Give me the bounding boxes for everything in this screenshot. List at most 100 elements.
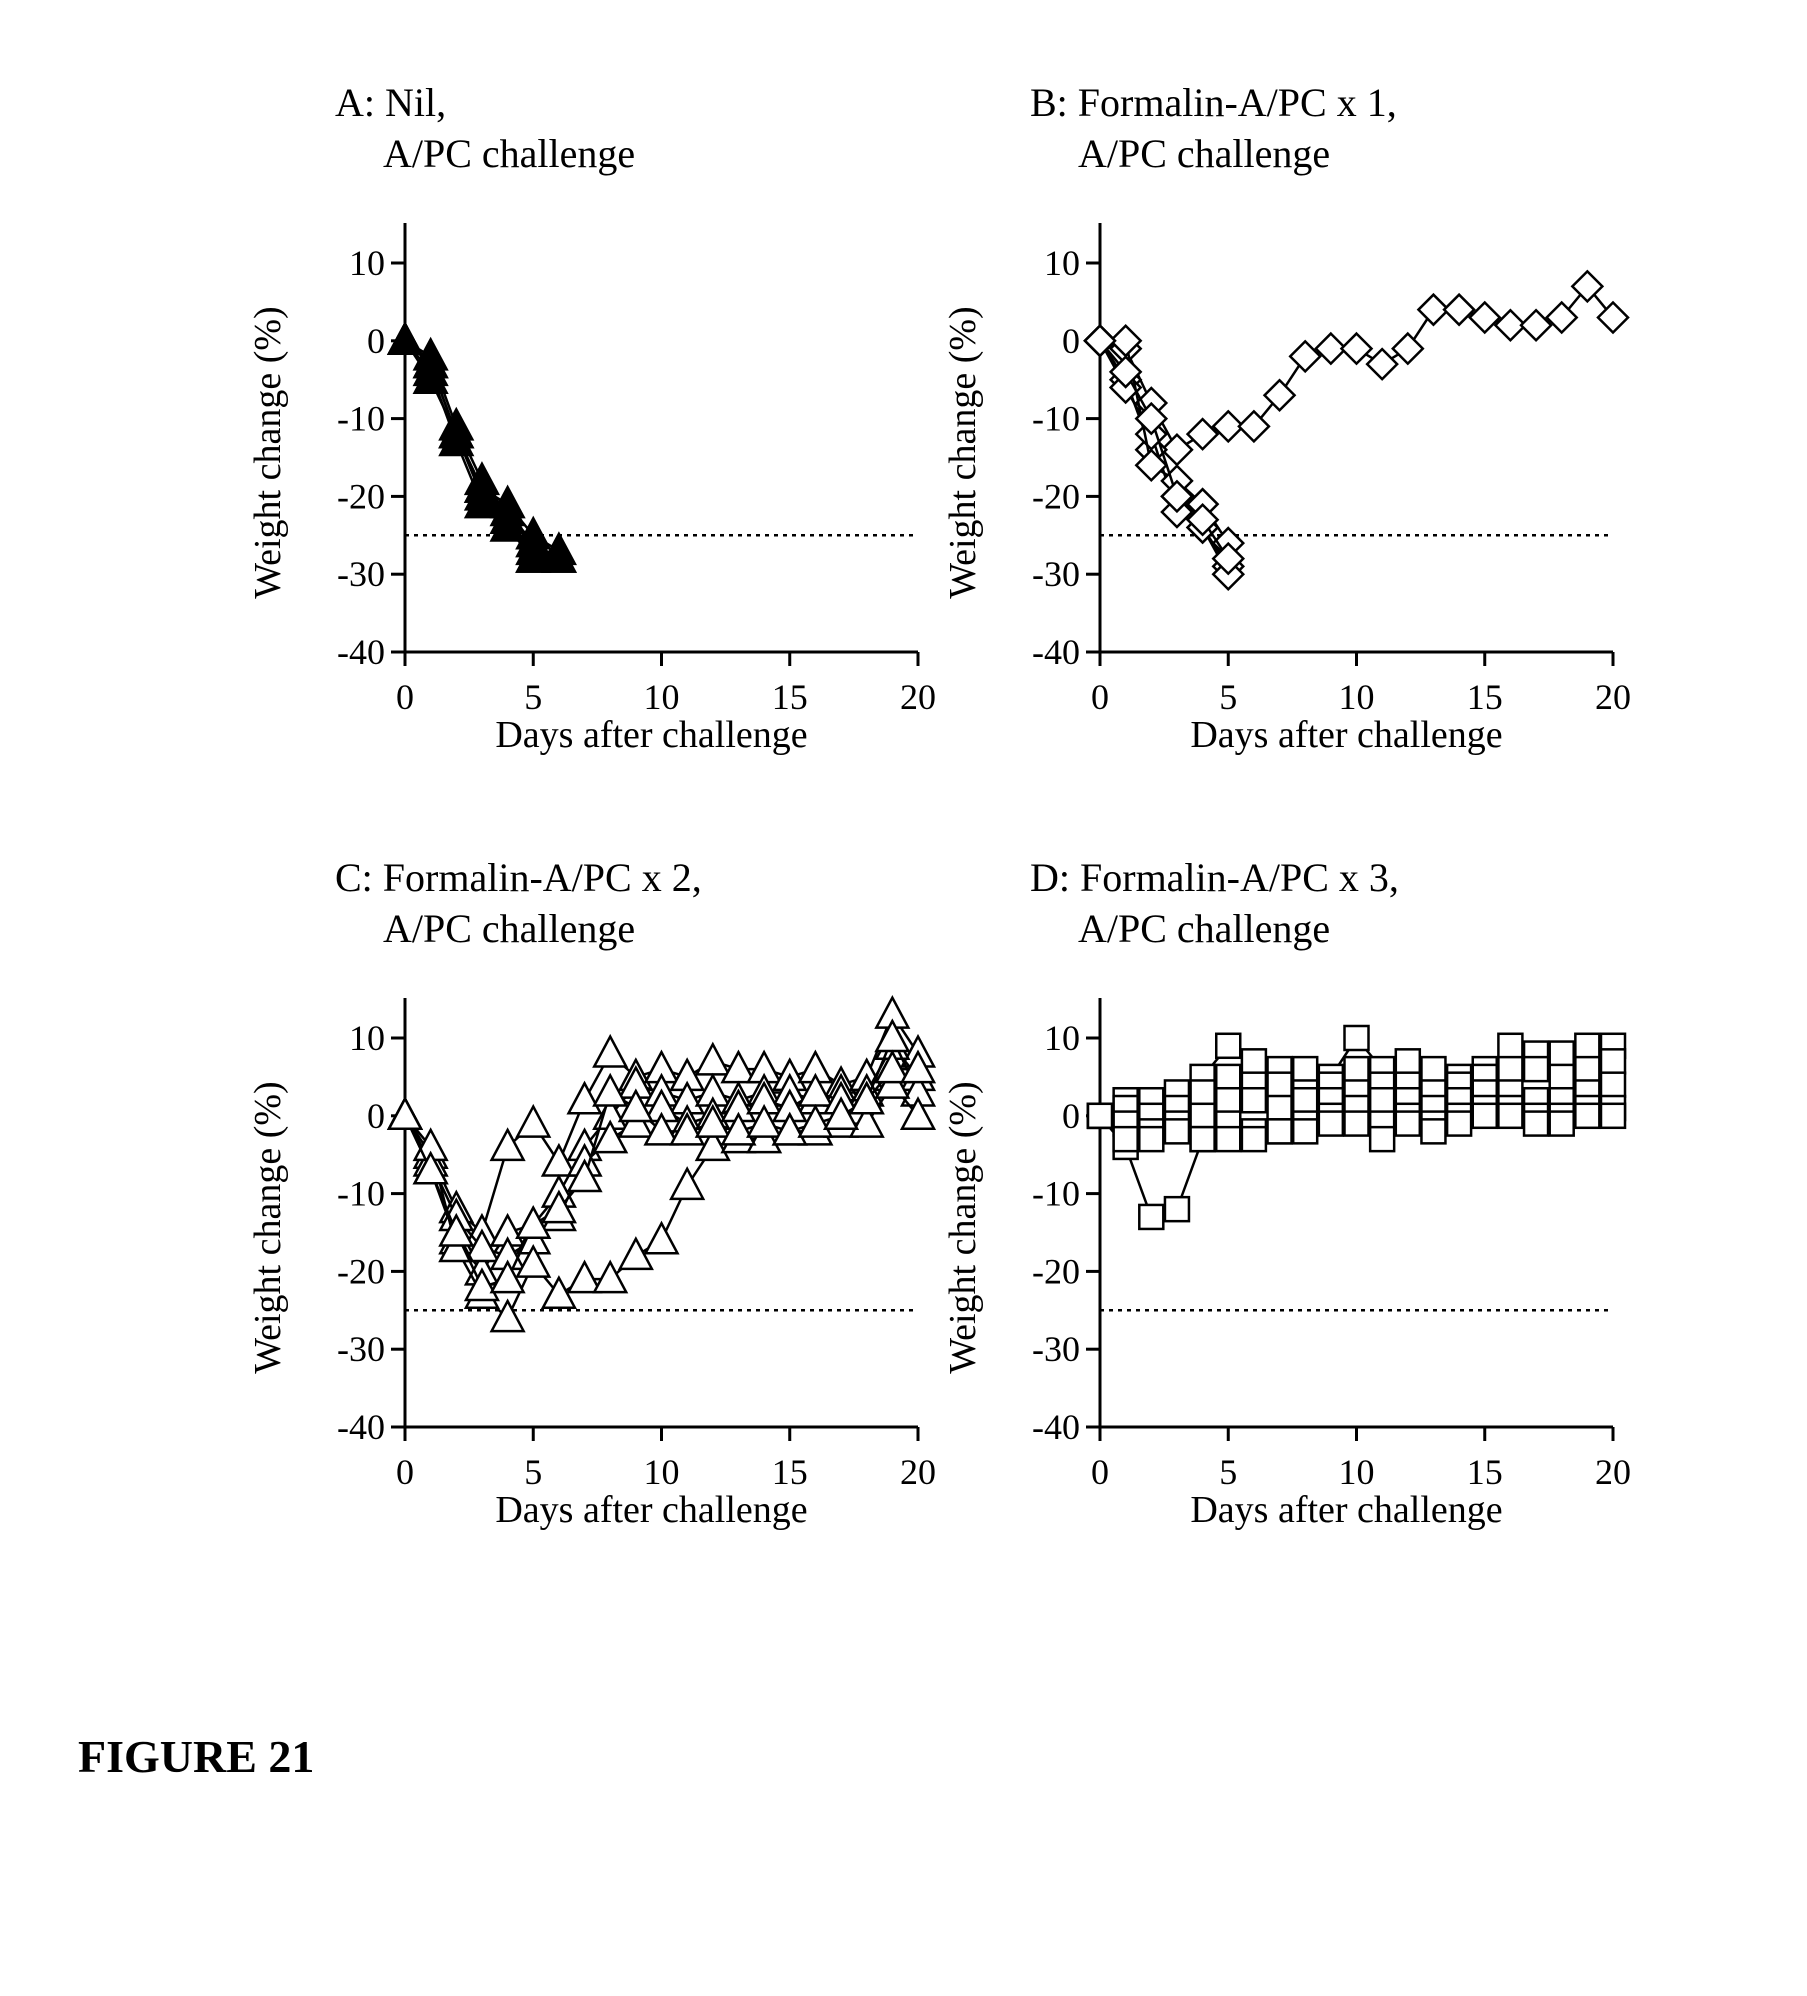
panel-d-data-point	[1216, 1127, 1240, 1151]
panel-a-x-tick-label: 15	[772, 677, 808, 717]
panel-d-data-point	[1165, 1119, 1189, 1143]
panel-d-data-point	[1088, 1104, 1112, 1128]
figure-panels: A: Nil,A/PC challenge100-10-20-30-400510…	[247, 80, 1631, 1531]
panel-b-x-tick-label: 0	[1091, 677, 1109, 717]
panel-b-x-tick-label: 5	[1219, 677, 1237, 717]
panel-d-data-point	[1550, 1112, 1574, 1136]
panel-b-data-point	[1444, 295, 1474, 325]
panel-d-data-point	[1601, 1073, 1625, 1097]
panel-b-data-point	[1393, 334, 1423, 364]
panel-c-y-tick-label: -10	[337, 1174, 385, 1214]
panel-a-y-label: Weight change (%)	[247, 306, 289, 598]
panel-d-data-point	[1139, 1127, 1163, 1151]
panel-c-data-point	[646, 1223, 678, 1253]
panel-d-data-point	[1575, 1057, 1599, 1081]
panel-d-data-point	[1191, 1127, 1215, 1151]
panel-c-x-tick-label: 20	[900, 1452, 936, 1492]
panel-a-y-tick-label: -40	[337, 632, 385, 672]
panel-c-title-line1: C: Formalin-A/PC x 2,	[335, 855, 702, 900]
panel-d-data-point	[1139, 1205, 1163, 1229]
panel-a-y-tick-label: 10	[349, 243, 385, 283]
panel-d-data-point	[1550, 1042, 1574, 1066]
panel-b-y-tick-label: -20	[1032, 476, 1080, 516]
panel-b-x-label: Days after challenge	[1190, 714, 1502, 756]
panel-d-title-line2: A/PC challenge	[1078, 906, 1330, 951]
panel-c-y-tick-label: -20	[337, 1251, 385, 1291]
panel-d-data-point	[1191, 1080, 1215, 1104]
panel-d-data-point	[1601, 1049, 1625, 1073]
panel-d-data-point	[1345, 1112, 1369, 1136]
panel-b-data-point	[1342, 334, 1372, 364]
panel-d-data-point	[1242, 1088, 1266, 1112]
panel-b-x-tick-label: 20	[1595, 677, 1631, 717]
panel-b-data-point	[1188, 419, 1218, 449]
panel-c-x-label: Days after challenge	[495, 1489, 807, 1531]
panel-c-y-tick-label: 10	[349, 1018, 385, 1058]
panel-a-title-line2: A/PC challenge	[383, 131, 635, 176]
panel-d-data-point	[1216, 1065, 1240, 1089]
panel-d-data-point	[1319, 1112, 1343, 1136]
panel-d-data-point	[1370, 1088, 1394, 1112]
panel-d-data-point	[1421, 1057, 1445, 1081]
panel-d-data-point	[1550, 1065, 1574, 1089]
panel-b-data-point	[1290, 341, 1320, 371]
panel-c-x-tick-label: 15	[772, 1452, 808, 1492]
panel-d-data-point	[1524, 1057, 1548, 1081]
panel-c-data-point	[697, 1044, 729, 1074]
panel-d-x-tick-label: 10	[1339, 1452, 1375, 1492]
panel-b-data-point	[1547, 302, 1577, 332]
panel-a-x-tick-label: 20	[900, 677, 936, 717]
panel-c-data-point	[671, 1169, 703, 1199]
panel-a-x-tick-label: 5	[524, 677, 542, 717]
panel-d-data-point	[1498, 1104, 1522, 1128]
panel-b-data-point	[1470, 302, 1500, 332]
panel-b-y-tick-label: 0	[1062, 321, 1080, 361]
panel-c-x-tick-label: 5	[524, 1452, 542, 1492]
panel-b-data-point	[1598, 302, 1628, 332]
panel-a-data-point	[389, 324, 421, 354]
panel-d-x-tick-label: 0	[1091, 1452, 1109, 1492]
panel-d-x-label: Days after challenge	[1190, 1489, 1502, 1531]
panel-a: A: Nil,A/PC challenge100-10-20-30-400510…	[247, 80, 936, 756]
panel-d-title-line1: D: Formalin-A/PC x 3,	[1030, 855, 1399, 900]
panel-d-data-point	[1370, 1127, 1394, 1151]
panel-b-data-point	[1572, 271, 1602, 301]
panel-d-y-label: Weight change (%)	[942, 1081, 984, 1373]
panel-b-data-point	[1367, 349, 1397, 379]
panel-c-y-tick-label: -30	[337, 1329, 385, 1369]
panel-b-y-tick-label: -40	[1032, 632, 1080, 672]
panel-b-data-point	[1085, 326, 1115, 356]
panel-d-x-tick-label: 15	[1467, 1452, 1503, 1492]
panel-d-data-point	[1216, 1034, 1240, 1058]
panel-d-y-tick-label: 10	[1044, 1018, 1080, 1058]
panel-a-x-tick-label: 10	[644, 677, 680, 717]
panel-b-title-line1: B: Formalin-A/PC x 1,	[1030, 80, 1397, 125]
panel-a-y-tick-label: 0	[367, 321, 385, 361]
panel-d-data-point	[1498, 1034, 1522, 1058]
panel-d-data-point	[1268, 1096, 1292, 1120]
panel-d-data-point	[1293, 1057, 1317, 1081]
panel-d-y-tick-label: -20	[1032, 1251, 1080, 1291]
panel-d-data-point	[1575, 1034, 1599, 1058]
panel-d-data-point	[1396, 1049, 1420, 1073]
panel-c-data-point	[569, 1083, 601, 1113]
panel-c-data-point	[594, 1037, 626, 1067]
panel-d-y-tick-label: 0	[1062, 1096, 1080, 1136]
panel-b-y-tick-label: -10	[1032, 399, 1080, 439]
panel-d-data-point	[1242, 1127, 1266, 1151]
panel-b-data-point	[1265, 380, 1295, 410]
panel-d-data-point	[1114, 1127, 1138, 1151]
panel-d-data-point	[1396, 1112, 1420, 1136]
panel-d-data-point	[1601, 1104, 1625, 1128]
panel-d: D: Formalin-A/PC x 3,A/PC challenge100-1…	[942, 855, 1631, 1531]
panel-a-y-tick-label: -30	[337, 554, 385, 594]
panel-d-data-point	[1447, 1112, 1471, 1136]
panel-b-y-label: Weight change (%)	[942, 306, 984, 598]
panel-d-data-point	[1191, 1104, 1215, 1128]
panel-d-data-point	[1216, 1088, 1240, 1112]
panel-c-x-tick-label: 10	[644, 1452, 680, 1492]
panel-d-data-point	[1165, 1197, 1189, 1221]
panel-b-data-point	[1239, 411, 1269, 441]
panel-d-y-tick-label: -30	[1032, 1329, 1080, 1369]
